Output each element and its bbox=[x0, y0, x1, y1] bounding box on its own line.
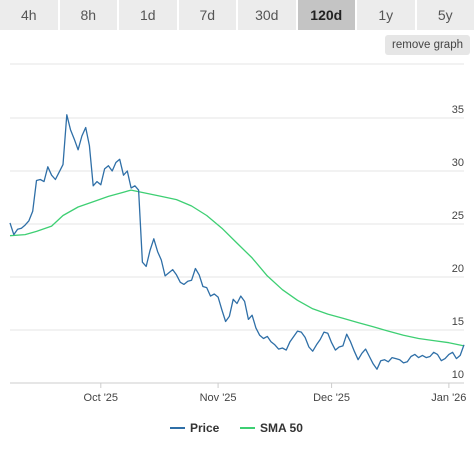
y-tick-label: 20 bbox=[452, 263, 464, 275]
x-axis-labels: Oct '25 Nov '25 Dec '25 Jan '26 bbox=[84, 383, 466, 404]
y-tick-label: 10 bbox=[452, 369, 464, 381]
y-tick-label: 25 bbox=[452, 210, 464, 222]
series-line-price bbox=[9, 114, 465, 370]
tab-30d[interactable]: 30d bbox=[238, 0, 298, 30]
series-line-sma-50 bbox=[9, 189, 465, 347]
y-tick-label: 35 bbox=[452, 104, 464, 116]
time-range-tabs: 4h 8h 1d 7d 30d 120d 1y 5y bbox=[0, 0, 474, 30]
x-tick-label: Jan '26 bbox=[431, 392, 466, 404]
series-lines bbox=[9, 114, 465, 370]
y-tick-label: 30 bbox=[452, 157, 464, 169]
x-tick-label: Oct '25 bbox=[84, 392, 119, 404]
tab-7d[interactable]: 7d bbox=[178, 0, 238, 30]
legend-label: Price bbox=[190, 421, 220, 435]
tab-1y[interactable]: 1y bbox=[357, 0, 417, 30]
tab-4h[interactable]: 4h bbox=[0, 0, 60, 30]
legend: Price SMA 50 bbox=[170, 421, 303, 435]
tab-120d[interactable]: 120d bbox=[297, 0, 357, 30]
y-axis-labels: 10 15 20 25 30 35 bbox=[452, 104, 464, 381]
x-tick-label: Dec '25 bbox=[313, 392, 350, 404]
legend-label: SMA 50 bbox=[260, 421, 303, 435]
tab-8h[interactable]: 8h bbox=[59, 0, 119, 30]
x-tick-label: Nov '25 bbox=[200, 392, 237, 404]
tab-5y[interactable]: 5y bbox=[416, 0, 474, 30]
remove-graph-button[interactable]: remove graph bbox=[385, 35, 470, 55]
y-tick-label: 15 bbox=[452, 316, 464, 328]
grid-lines bbox=[10, 117, 464, 331]
tab-1d[interactable]: 1d bbox=[119, 0, 179, 30]
